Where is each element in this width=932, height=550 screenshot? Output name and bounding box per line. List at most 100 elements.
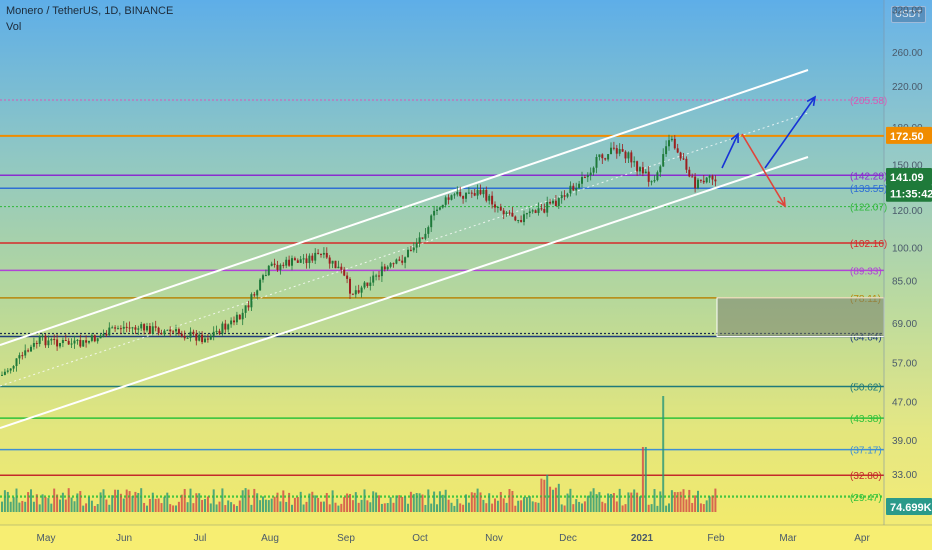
candle-body — [630, 152, 633, 163]
volume-bar — [627, 492, 630, 512]
volume-bar — [708, 496, 711, 512]
x-tick-label-6: Nov — [485, 533, 503, 544]
red-arrow — [741, 133, 786, 207]
candle-body — [212, 331, 215, 336]
volume-bar — [134, 491, 137, 512]
currency-button[interactable]: USDT — [890, 6, 926, 23]
price-badge-bg-3 — [886, 498, 932, 515]
volume-bar — [676, 492, 679, 512]
volume-bar — [673, 492, 676, 512]
candle-body — [386, 266, 389, 270]
candle-body — [88, 340, 90, 343]
candle-body — [473, 193, 476, 196]
candle-body — [363, 282, 366, 288]
candle-body — [177, 329, 180, 334]
candle-body — [525, 213, 528, 215]
volume-bar — [514, 505, 517, 512]
price-badge-bg-1 — [886, 167, 932, 185]
y-tick-label-1: 260.00 — [892, 48, 923, 59]
candle-body — [296, 260, 299, 263]
volume-bar — [322, 501, 325, 512]
candle-body — [508, 212, 511, 214]
y-tick-label-2: 220.00 — [892, 82, 923, 93]
candle-body — [656, 172, 659, 181]
candle-body — [636, 161, 639, 172]
candle-body — [523, 214, 525, 223]
volume-bar — [125, 489, 128, 512]
y-tick-label-4: 150.00 — [892, 160, 923, 171]
candle-body — [128, 327, 131, 329]
volume-bar — [128, 491, 131, 512]
candle-body — [517, 220, 520, 222]
volume-bar — [668, 503, 670, 512]
volume-bar — [496, 500, 499, 512]
candle-body — [441, 204, 444, 208]
candle-body — [641, 167, 644, 174]
candle-body — [438, 207, 441, 210]
volume-bar — [12, 497, 15, 512]
candle-body — [685, 158, 688, 170]
x-tick-label-4: Sep — [337, 533, 355, 544]
candle-body — [9, 368, 12, 371]
candle-body — [456, 191, 459, 195]
candle-body — [209, 335, 212, 340]
volume-bar — [15, 488, 18, 512]
candle-body — [459, 191, 462, 196]
candle-body — [409, 249, 412, 251]
price-badge-2: 11:35:42 — [890, 189, 932, 201]
candle-body — [143, 324, 146, 331]
volume-bar — [253, 488, 256, 512]
candle-body — [427, 227, 430, 234]
volume-bar — [314, 495, 317, 512]
volume-bar — [21, 500, 24, 512]
volume-bar — [186, 502, 189, 512]
volume-bar — [117, 489, 119, 512]
volume-bar — [467, 502, 470, 512]
volume-bar — [357, 502, 360, 512]
candle-body — [204, 338, 206, 343]
candle-body — [383, 266, 386, 270]
volume-bar — [206, 496, 209, 512]
volume-bar — [119, 493, 122, 512]
candle-body — [180, 333, 183, 337]
volume-bar — [172, 505, 175, 512]
candle-body — [499, 206, 502, 211]
volume-bar — [209, 503, 212, 512]
volume-bar — [705, 500, 708, 512]
volume-bar — [256, 493, 259, 512]
volume-bar — [699, 503, 702, 512]
candle-body — [282, 264, 285, 266]
x-tick-label-8: 2021 — [631, 533, 654, 544]
volume-bar — [525, 497, 528, 512]
price-badge-bg-2 — [886, 184, 932, 202]
candle-body — [589, 172, 592, 176]
x-tick-label-2: Jul — [194, 533, 207, 544]
volume-bar — [163, 496, 166, 512]
volume-bar — [612, 493, 615, 512]
volume-bar — [569, 488, 572, 512]
candle-body — [682, 158, 685, 160]
volume-bar — [137, 493, 140, 512]
candle-body — [563, 195, 566, 197]
y-tick-label-5: 120.00 — [892, 206, 923, 217]
candle-body — [604, 158, 607, 160]
x-tick-label-5: Oct — [412, 533, 428, 544]
candle-body — [340, 266, 343, 270]
volume-bar — [688, 489, 691, 512]
volume-bar — [360, 499, 363, 512]
volume-bar — [470, 492, 473, 512]
volume-bar — [398, 495, 401, 512]
volume-bar — [114, 489, 117, 512]
candle-body — [334, 260, 337, 269]
red-arrow-head — [777, 196, 786, 208]
candle-body — [56, 339, 59, 347]
y-tick-label-12: 33.00 — [892, 470, 917, 481]
volume-bar — [70, 497, 73, 512]
volume-bar — [183, 488, 186, 512]
candle-body — [172, 331, 175, 333]
volume-bar — [662, 396, 665, 512]
volume-bar — [702, 504, 705, 512]
candle-body — [470, 192, 473, 194]
volume-bar — [462, 504, 465, 512]
